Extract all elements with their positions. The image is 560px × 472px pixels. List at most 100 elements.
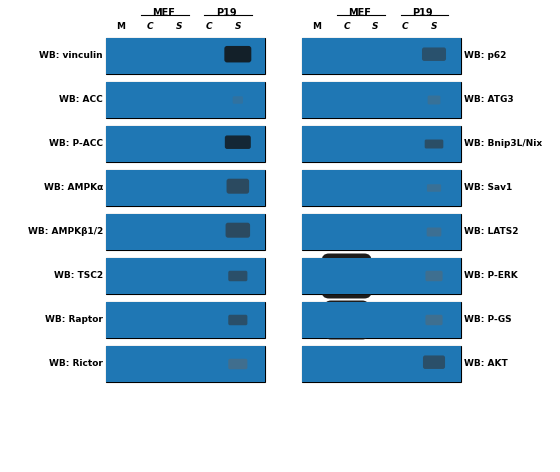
FancyBboxPatch shape xyxy=(302,346,461,382)
FancyBboxPatch shape xyxy=(106,170,265,206)
FancyBboxPatch shape xyxy=(361,221,389,239)
Bar xyxy=(302,38,461,74)
FancyBboxPatch shape xyxy=(333,179,360,194)
Bar xyxy=(302,170,461,206)
FancyBboxPatch shape xyxy=(422,48,446,61)
Bar xyxy=(302,82,461,118)
FancyBboxPatch shape xyxy=(116,228,124,236)
Bar xyxy=(302,214,461,250)
FancyBboxPatch shape xyxy=(106,126,265,162)
FancyBboxPatch shape xyxy=(228,359,248,369)
Bar xyxy=(106,126,265,162)
FancyBboxPatch shape xyxy=(427,228,441,236)
Bar xyxy=(106,38,265,74)
Text: C: C xyxy=(147,22,154,31)
Bar xyxy=(106,214,265,250)
Bar xyxy=(106,346,265,382)
Bar xyxy=(106,214,265,250)
FancyBboxPatch shape xyxy=(228,271,248,281)
FancyBboxPatch shape xyxy=(423,355,445,369)
Text: WB: Rictor: WB: Rictor xyxy=(49,360,103,369)
FancyBboxPatch shape xyxy=(140,271,161,281)
Bar xyxy=(106,258,265,294)
Bar xyxy=(106,82,265,118)
FancyBboxPatch shape xyxy=(117,317,123,323)
Text: S: S xyxy=(176,22,183,31)
FancyBboxPatch shape xyxy=(312,316,320,324)
Bar xyxy=(302,126,461,162)
Bar xyxy=(302,302,461,338)
Bar xyxy=(302,38,461,74)
Bar xyxy=(302,258,461,294)
Text: WB: Sav1: WB: Sav1 xyxy=(464,184,512,193)
FancyBboxPatch shape xyxy=(393,354,418,370)
Text: WB: vinculin: WB: vinculin xyxy=(39,51,103,60)
FancyBboxPatch shape xyxy=(388,262,423,289)
FancyBboxPatch shape xyxy=(314,53,319,59)
Bar xyxy=(302,170,461,206)
Bar xyxy=(302,126,461,162)
Bar xyxy=(106,170,265,206)
Text: WB: AKT: WB: AKT xyxy=(464,360,508,369)
FancyBboxPatch shape xyxy=(106,82,265,118)
FancyBboxPatch shape xyxy=(314,229,319,235)
Bar xyxy=(106,82,265,118)
Bar xyxy=(106,302,265,338)
Bar xyxy=(302,214,461,250)
FancyBboxPatch shape xyxy=(302,126,461,162)
Bar xyxy=(106,126,265,162)
FancyBboxPatch shape xyxy=(367,184,384,193)
FancyBboxPatch shape xyxy=(116,95,125,104)
FancyBboxPatch shape xyxy=(195,46,223,62)
Bar xyxy=(106,302,265,338)
Bar xyxy=(106,258,265,294)
Text: C: C xyxy=(343,22,350,31)
FancyBboxPatch shape xyxy=(426,271,442,281)
Bar xyxy=(302,346,461,382)
Text: S: S xyxy=(372,22,379,31)
FancyBboxPatch shape xyxy=(228,315,248,325)
FancyBboxPatch shape xyxy=(308,140,325,149)
Bar xyxy=(106,346,265,382)
FancyBboxPatch shape xyxy=(225,135,251,149)
Bar xyxy=(302,126,461,162)
FancyBboxPatch shape xyxy=(164,221,194,239)
FancyBboxPatch shape xyxy=(362,47,389,62)
Bar xyxy=(106,38,265,74)
FancyBboxPatch shape xyxy=(302,258,461,294)
FancyBboxPatch shape xyxy=(302,302,461,338)
Text: WB: AMPKα: WB: AMPKα xyxy=(44,184,103,193)
FancyBboxPatch shape xyxy=(171,95,186,105)
FancyBboxPatch shape xyxy=(116,360,124,368)
Bar xyxy=(106,214,265,250)
FancyBboxPatch shape xyxy=(134,176,167,197)
Bar xyxy=(106,258,265,294)
FancyBboxPatch shape xyxy=(139,314,162,326)
FancyBboxPatch shape xyxy=(226,223,250,238)
Bar xyxy=(106,346,265,382)
FancyBboxPatch shape xyxy=(365,139,386,149)
FancyBboxPatch shape xyxy=(363,267,387,285)
Bar xyxy=(302,302,461,338)
Bar xyxy=(106,82,265,118)
FancyBboxPatch shape xyxy=(168,314,190,326)
Bar xyxy=(106,258,265,294)
Text: MEF: MEF xyxy=(152,8,175,18)
Bar xyxy=(302,170,461,206)
FancyBboxPatch shape xyxy=(106,346,265,382)
FancyBboxPatch shape xyxy=(312,272,320,280)
Bar xyxy=(302,258,461,294)
Bar xyxy=(302,258,461,294)
FancyBboxPatch shape xyxy=(200,271,219,281)
FancyBboxPatch shape xyxy=(197,223,222,238)
FancyBboxPatch shape xyxy=(332,46,361,62)
FancyBboxPatch shape xyxy=(232,96,243,104)
FancyBboxPatch shape xyxy=(329,88,364,109)
FancyBboxPatch shape xyxy=(198,314,220,326)
Bar xyxy=(106,302,265,338)
FancyBboxPatch shape xyxy=(135,46,166,62)
Text: C: C xyxy=(402,22,409,31)
Bar xyxy=(106,170,265,206)
FancyBboxPatch shape xyxy=(427,184,441,192)
Text: M: M xyxy=(116,22,125,31)
